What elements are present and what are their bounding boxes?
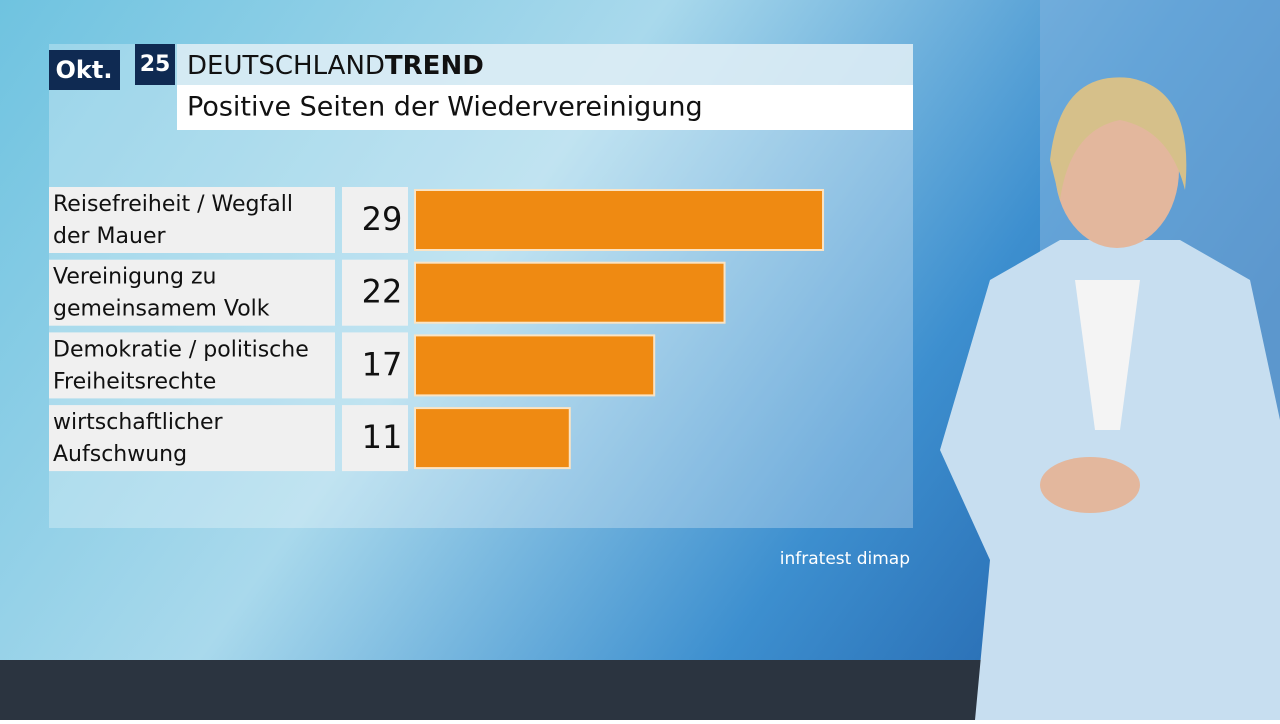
value-label: 17 [362, 345, 403, 383]
presenter [940, 77, 1280, 720]
category-label: Vereinigung zu gemeinsamem Volk [53, 265, 270, 322]
chart-title: Positive Seiten der Wiedervereinigung [187, 92, 703, 123]
brand-light: DEUTSCHLAND [187, 51, 385, 81]
label-box [49, 405, 335, 472]
badge-year: 25 [140, 52, 171, 77]
category-label: Reisefreiheit / Wegfall der Mauer [53, 192, 293, 249]
bar [414, 334, 656, 397]
badge-year-box [135, 44, 175, 85]
value-label: 29 [362, 200, 403, 238]
value-label: 22 [362, 273, 403, 311]
value-box [342, 187, 408, 253]
category-label: wirtschaftlicher Aufschwung [53, 410, 224, 467]
bar [414, 261, 726, 324]
label-box [49, 259, 335, 326]
value-box [342, 259, 408, 326]
label-box [49, 187, 335, 253]
category-label: Demokratie / politische Freiheitsrechte [53, 337, 309, 394]
value-box [342, 332, 408, 399]
value-label: 11 [362, 418, 403, 456]
badge-month-box [49, 50, 120, 90]
bar [414, 407, 571, 470]
brand-bold: TREND [385, 51, 484, 81]
badge-month: Okt. [56, 56, 113, 84]
label-box [49, 332, 335, 399]
source: infratest dimap [780, 549, 910, 569]
header-bar [177, 44, 913, 85]
bar-rows: Reisefreiheit / Wegfall der Mauer 29 Verein… [49, 187, 825, 472]
value-box [342, 405, 408, 472]
brand: DEUTSCHLANDTREND [187, 51, 484, 81]
title-bar [177, 85, 913, 130]
bar [414, 189, 825, 251]
